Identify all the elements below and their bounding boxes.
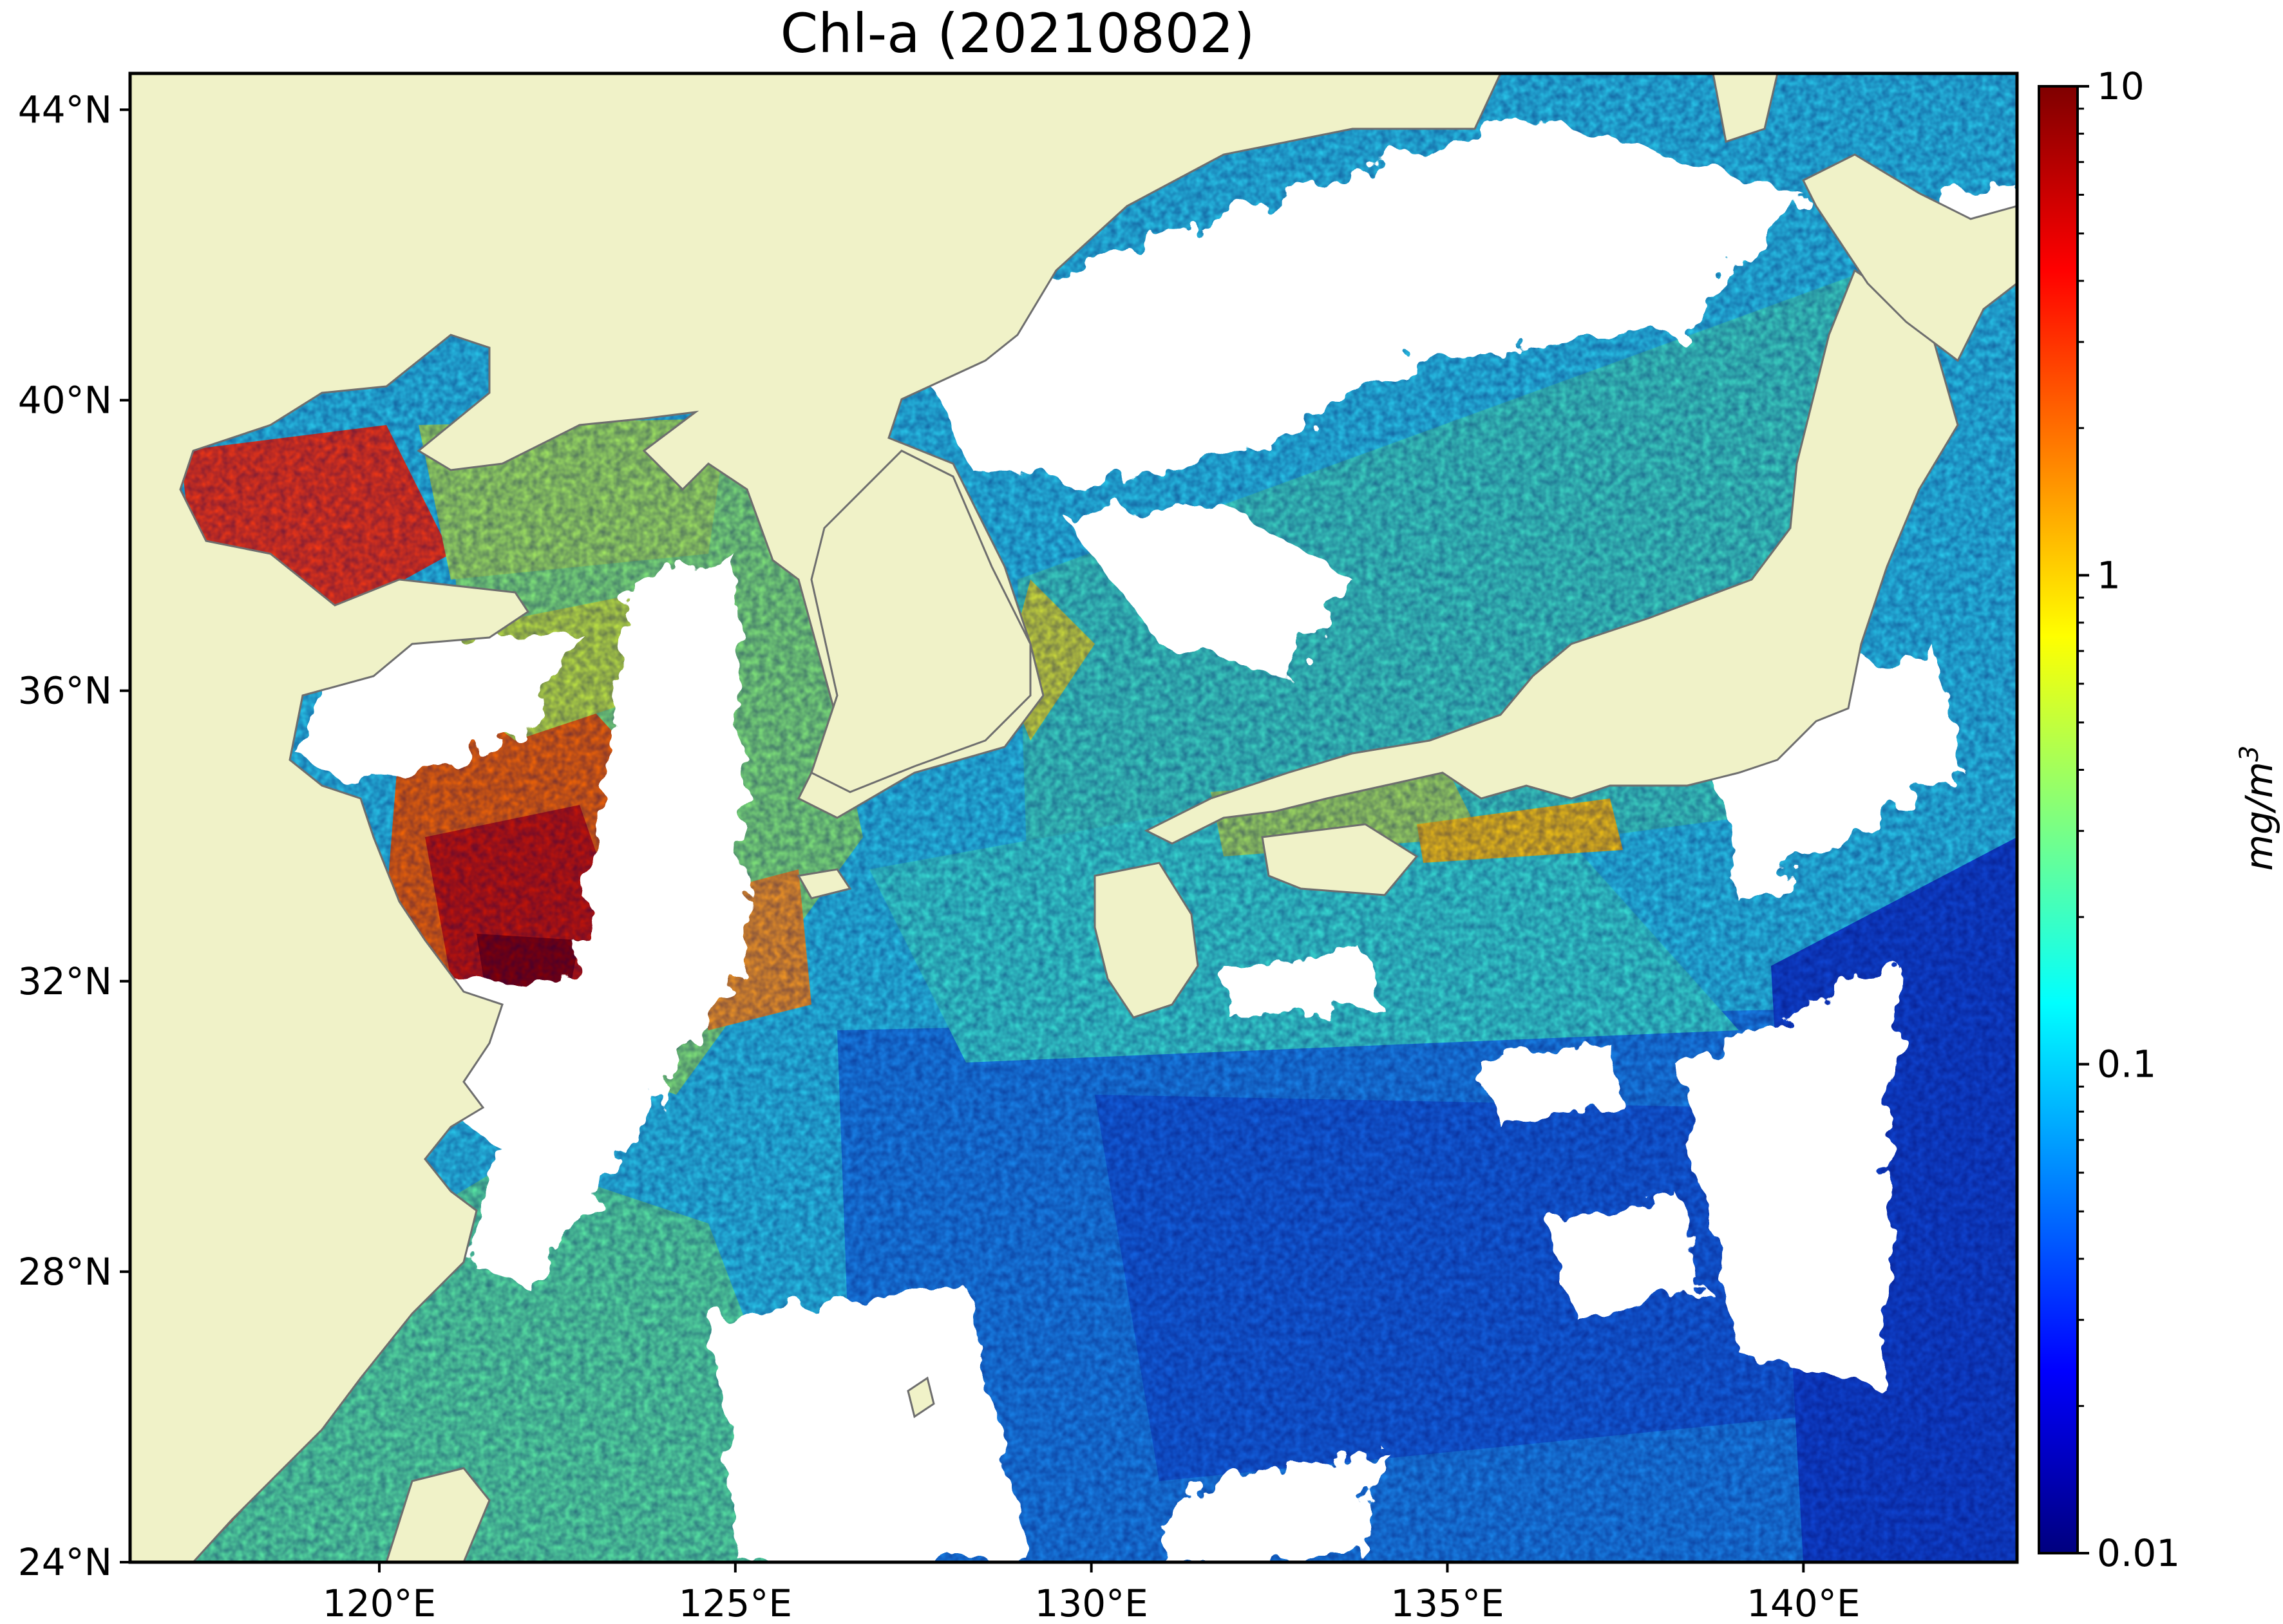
plot-frame [128, 71, 2019, 1564]
land-masses [130, 73, 2017, 1562]
colorbar-gradient [2038, 85, 2079, 1554]
chart-title: Chl-a (20210802) [780, 2, 1255, 65]
colorbar-unit-superscript: 3 [2235, 746, 2264, 762]
lat-tick-label: 24°N [18, 1540, 112, 1584]
colorbar-tick-label: 0.1 [2097, 1043, 2156, 1086]
colorbar-tick-label: 1 [2097, 553, 2121, 597]
longitude-axis: 120°E 125°E 130°E 135°E 140°E [323, 1562, 1860, 1624]
colorbar-ticks: 10 1 0.1 0.01 [2078, 64, 2180, 1575]
colorbar-unit-label: mg/m3 [2235, 746, 2281, 871]
lat-tick-label: 28°N [18, 1250, 112, 1294]
japan-kyushu [1094, 862, 1199, 1019]
taiwan-island [385, 1467, 491, 1562]
lon-tick-label: 135°E [1390, 1582, 1504, 1624]
japan-hokkaido [1801, 153, 2017, 363]
colorbar-tick-label: 10 [2097, 64, 2145, 108]
lon-tick-label: 130°E [1034, 1582, 1148, 1624]
lat-tick-label: 32°N [18, 959, 112, 1003]
lat-tick-label: 40°N [18, 379, 112, 422]
latitude-axis: 24°N 28°N 32°N 36°N 40°N 44°N [18, 88, 130, 1584]
okinawa-island [907, 1376, 935, 1419]
lat-tick-label: 36°N [18, 669, 112, 713]
colorbar-unit: mg/m [2237, 762, 2281, 871]
lon-tick-label: 140°E [1747, 1582, 1860, 1624]
colorbar-tick-label: 0.01 [2097, 1531, 2180, 1575]
japan-shikoku [1261, 823, 1419, 896]
lat-tick-label: 44°N [18, 88, 112, 131]
mainland-asia [130, 73, 1502, 1562]
sakhalin-tip [1712, 73, 1779, 143]
japan-honshu [1144, 269, 1959, 845]
jeju-island [797, 868, 852, 900]
korea-peninsula [810, 449, 1032, 793]
lon-tick-label: 120°E [323, 1582, 436, 1624]
colorbar: 10 1 0.1 0.01 mg/m3 [2038, 64, 2281, 1575]
no-data-cloud-mask [303, 116, 2017, 1562]
lon-tick-label: 125°E [679, 1582, 792, 1624]
